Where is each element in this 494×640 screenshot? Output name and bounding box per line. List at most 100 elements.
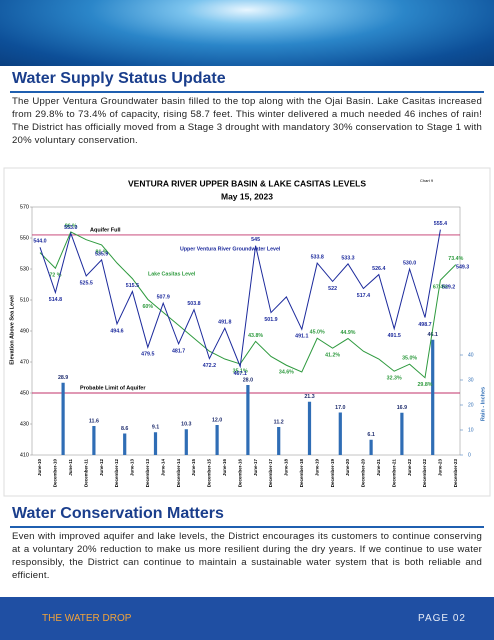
chart-label: Chart 9	[420, 178, 434, 183]
x-tick-label: December-13	[145, 459, 150, 488]
header-banner	[0, 0, 494, 66]
data-label: 507.9	[157, 295, 170, 301]
data-label: 555.4	[434, 221, 447, 227]
data-label: 16.9	[397, 405, 407, 411]
data-label: 479.5	[141, 352, 154, 358]
data-label: 35.0%	[402, 356, 417, 362]
data-label: 44.9%	[340, 330, 355, 336]
data-label: 43.8%	[248, 333, 263, 339]
data-label: 530.0	[403, 260, 416, 266]
data-label: 526.4	[372, 266, 385, 272]
x-tick-label: December-12	[114, 459, 119, 488]
data-label: 481.7	[172, 348, 185, 354]
data-label: 17.0	[335, 405, 345, 411]
y-tick-label: 490	[20, 328, 29, 334]
bar	[400, 412, 404, 455]
data-label: 45.0%	[310, 330, 325, 336]
bar	[277, 427, 281, 455]
x-tick-label: June-20	[345, 459, 350, 477]
data-label: 514.8	[49, 297, 62, 303]
data-label: 35.1%	[233, 368, 248, 374]
chart-title: VENTURA RIVER UPPER BASIN & LAKE CASITAS…	[128, 178, 366, 188]
data-label: 553.0	[64, 225, 77, 231]
data-label: 467.1	[234, 371, 247, 377]
data-label: 41.2%	[325, 353, 340, 359]
annotation: Upper Ventura River Groundwater Level	[180, 246, 281, 252]
y2-tick-label: 40	[468, 352, 474, 358]
x-tick-label: December-14	[176, 459, 181, 488]
x-tick-label: June-22	[407, 459, 412, 477]
data-label: 522	[328, 286, 337, 292]
y-tick-label: 410	[20, 452, 29, 458]
y-tick-label: 430	[20, 421, 29, 427]
x-tick-label: December-22	[422, 459, 427, 488]
bar	[153, 432, 158, 455]
y-tick-label: 450	[20, 390, 29, 396]
x-tick-label: December-18	[299, 459, 304, 488]
y-axis-title: Elevation Above Sea Level	[9, 295, 15, 365]
annotation: 529.2	[442, 284, 455, 290]
data-label: 491.1	[295, 334, 308, 340]
data-label: 545	[251, 237, 260, 243]
x-tick-label: June-16	[222, 459, 227, 477]
paragraph: The Upper Ventura Groundwater basin fill…	[12, 96, 482, 146]
x-tick-label: December-10	[53, 459, 58, 488]
data-label: 517.4	[357, 293, 370, 299]
data-label: 29.8%	[417, 382, 432, 388]
data-label: 21.3	[304, 394, 314, 400]
series-line	[39, 229, 441, 369]
annotation: Lake Casitas Level	[148, 271, 196, 277]
data-label: 525.5	[80, 280, 93, 286]
x-tick-label: December-17	[268, 459, 273, 488]
data-label: 9.1	[152, 425, 159, 431]
annotation: 549.3	[456, 264, 469, 270]
data-label: 494.6	[110, 328, 123, 334]
data-label: 491.8	[218, 320, 231, 326]
data-label: 28.9	[58, 375, 68, 381]
x-tick-label: June-13	[130, 459, 135, 477]
x-tick-label: December-11	[83, 459, 88, 488]
data-label: 11.6	[89, 418, 99, 424]
bar	[92, 426, 96, 455]
footer: THE WATER DROP PAGE 02	[0, 597, 494, 640]
data-label: 544.0	[33, 239, 46, 245]
chart: VENTURA RIVER UPPER BASIN & LAKE CASITAS…	[3, 167, 491, 497]
series-line	[39, 231, 457, 379]
data-label: 67.4%	[433, 285, 448, 291]
bar	[246, 385, 250, 455]
bar	[338, 412, 342, 455]
y2-axis-title: Rain - Inches	[480, 387, 486, 421]
footer-right: PAGE 02	[418, 613, 466, 624]
y-tick-label: 570	[20, 204, 29, 210]
y-tick-label: 510	[20, 297, 29, 303]
data-label: 503.8	[187, 301, 200, 307]
data-label: 60%	[142, 304, 153, 310]
data-label: 533.3	[341, 255, 354, 261]
data-label: 491.5	[388, 333, 401, 339]
data-label: 535.9	[95, 251, 108, 257]
x-tick-label: June-21	[376, 459, 381, 477]
x-tick-label: December-20	[361, 459, 366, 488]
bar	[61, 382, 65, 455]
chart-subtitle: May 15, 2023	[221, 191, 273, 201]
y-tick-label: 470	[20, 359, 29, 365]
reference-label: Probable Limit of Aquifer	[80, 385, 146, 391]
data-label: 32.3%	[387, 376, 402, 382]
reference-label: Aquifer Full	[90, 227, 121, 233]
bar	[123, 433, 127, 455]
title-rule	[10, 526, 484, 528]
x-tick-label: June-12	[99, 459, 104, 477]
y2-tick-label: 20	[468, 402, 474, 408]
x-tick-label: December-21	[391, 459, 396, 488]
bar	[369, 439, 373, 455]
data-label: 46.1	[428, 332, 438, 338]
data-label: 34.6%	[279, 370, 294, 376]
data-label: 10.3	[181, 422, 191, 428]
x-tick-label: December-19	[330, 459, 335, 488]
data-label: 6.1	[367, 432, 374, 438]
y2-tick-label: 10	[468, 427, 474, 433]
y2-tick-label: 0	[468, 452, 471, 458]
x-tick-label: June-11	[68, 459, 73, 476]
bar	[215, 425, 219, 455]
